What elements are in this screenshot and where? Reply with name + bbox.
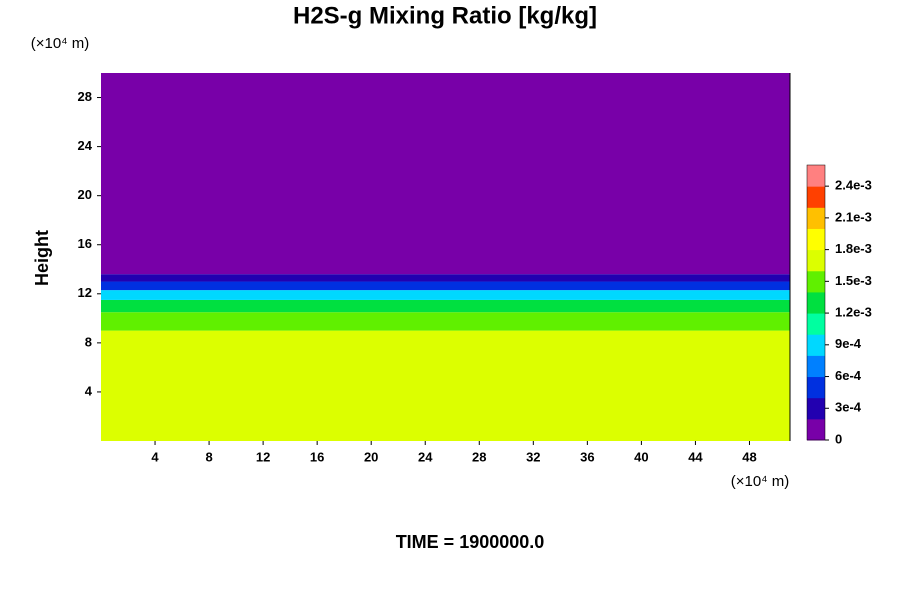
x-tick-label: 4 [151,449,159,464]
x-tick-label: 16 [310,449,324,464]
y-tick-label: 20 [78,187,92,202]
x-tick-label: 36 [580,449,594,464]
y-tick-label: 16 [78,236,92,251]
y-tick-label: 4 [85,383,93,398]
heat-cell [101,274,790,282]
colorbar-frame [806,164,826,441]
y-tick-label: 28 [78,89,92,104]
colorbar-segment [807,207,825,229]
x-tick-label: 28 [472,449,486,464]
heat-cell [101,312,790,331]
colorbar-segment [807,334,825,356]
y-tick-label: 24 [78,138,93,153]
heat-cell [101,330,790,441]
colorbar-segment [807,376,825,399]
x-tick-label: 8 [205,449,212,464]
colorbar-segment [807,165,825,187]
y-label: Height [32,230,52,286]
x-tick-label: 24 [418,449,433,464]
colorbar-segment [807,249,825,272]
x-tick-label: 32 [526,449,540,464]
heat-cell [101,281,790,291]
colorbar-tick-label: 9e-4 [835,336,862,351]
colorbar-tick-label: 0 [835,431,842,446]
x-unit: (×10⁴ m) [731,473,790,490]
colorbar-tick-label: 2.1e-3 [835,209,872,224]
x-tick-label: 48 [742,449,756,464]
x-tick-label: 40 [634,449,648,464]
colorbar-tick-label: 6e-4 [835,368,862,383]
colorbar-segment [807,228,825,251]
colorbar-segment [807,291,825,314]
colorbar-segment [807,355,825,378]
y-tick-label: 12 [78,285,92,300]
y-unit: (×10⁴ m) [31,35,90,52]
x-tick-label: 20 [364,449,378,464]
chart-title: H2S-g Mixing Ratio [kg/kg] [293,2,597,29]
heat-cell [101,290,790,300]
heat-cell [101,299,790,313]
colorbar-tick-label: 1.5e-3 [835,273,872,288]
colorbar-segment [807,418,825,441]
heat-cell [101,73,790,275]
colorbar-tick-label: 2.4e-3 [835,178,872,193]
y-tick-label: 8 [85,334,92,349]
colorbar-segment [807,186,825,208]
colorbar-segment [807,313,825,335]
colorbar-segment [807,397,825,420]
colorbar-tick-label: 1.8e-3 [835,241,872,256]
footer: TIME = 1900000.0 [396,532,545,552]
colorbar-tick-label: 3e-4 [835,400,862,415]
colorbar-segment [807,270,825,293]
colorbar-tick-label: 1.2e-3 [835,305,872,320]
x-tick-label: 12 [256,449,270,464]
x-tick-label: 44 [688,449,703,464]
